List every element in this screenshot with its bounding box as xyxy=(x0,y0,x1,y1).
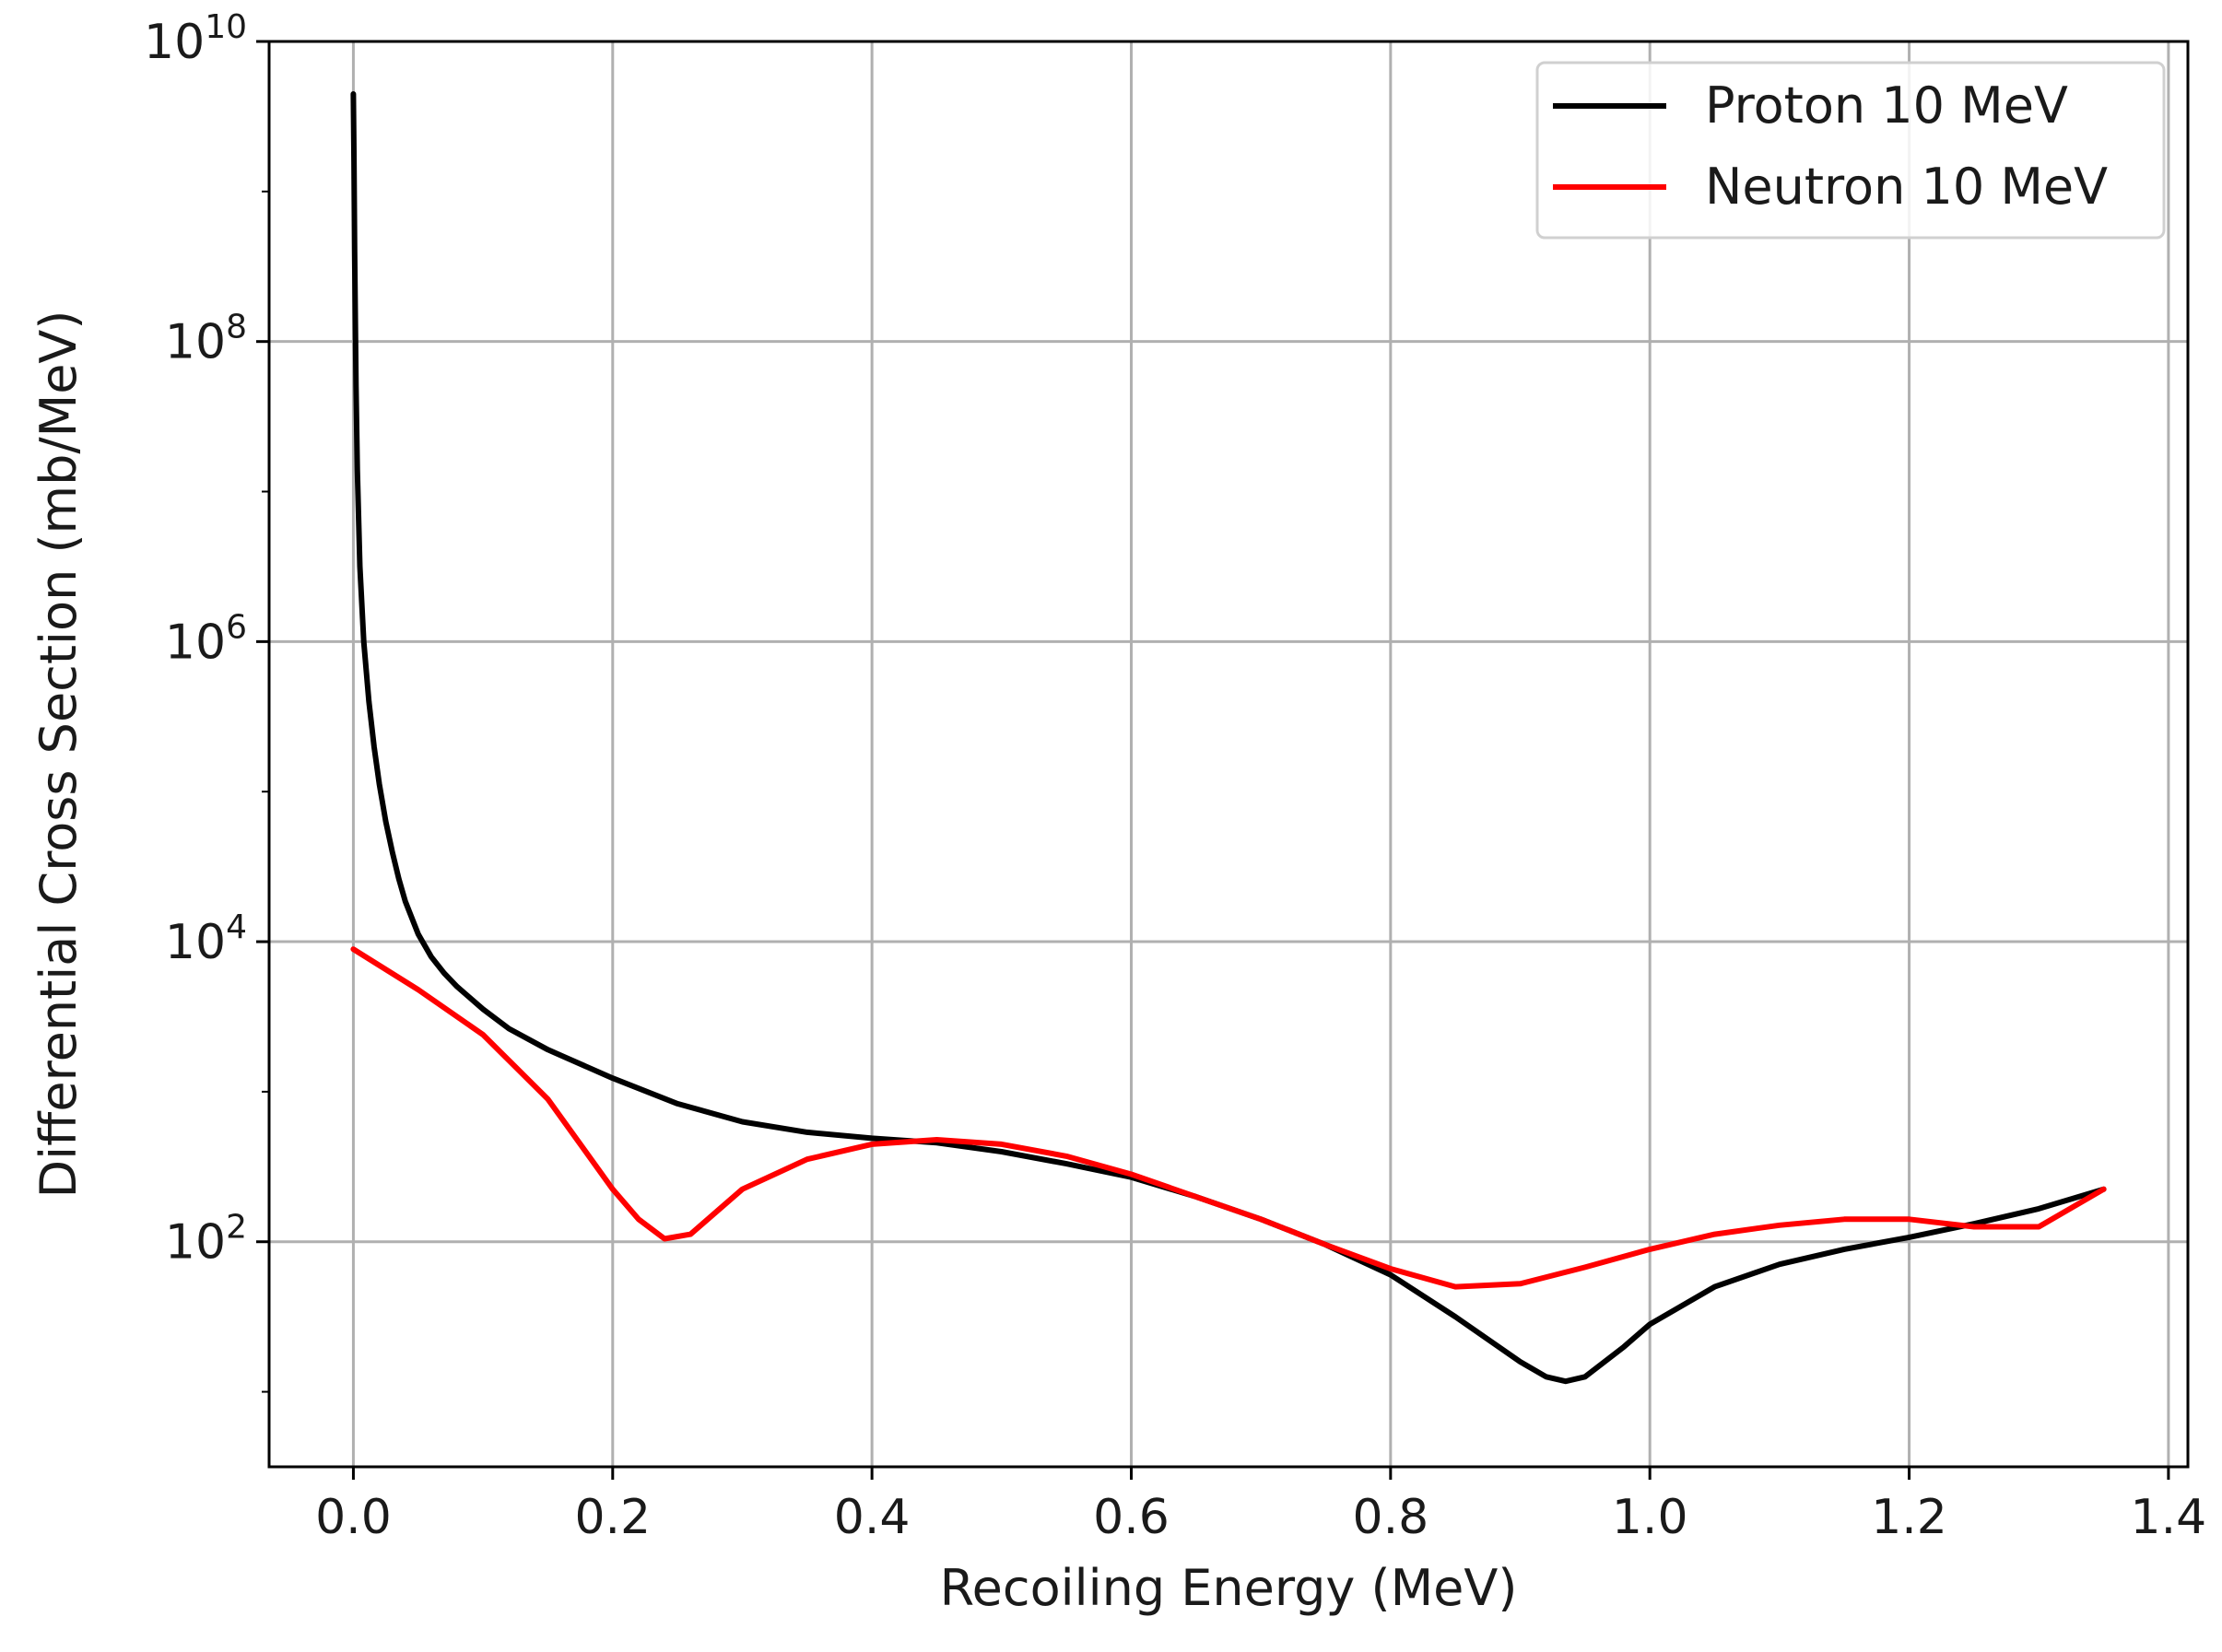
series-line-proton xyxy=(350,91,2107,1385)
legend-label-proton: Proton 10 MeV xyxy=(1705,76,2068,135)
legend: Proton 10 MeV Neutron 10 MeV xyxy=(1535,61,2166,240)
x-tick-label: 0.0 xyxy=(315,1490,392,1545)
y-tick-label: 1010 xyxy=(144,8,247,70)
y-tick-label: 104 xyxy=(165,908,247,970)
y-axis-label: Differential Cross Section (mb/MeV) xyxy=(29,310,88,1199)
x-axis: 0.0 0.2 0.4 0.6 0.8 1.0 1.2 1.4 xyxy=(315,1467,2206,1545)
y-tick-label: 108 xyxy=(165,309,247,370)
x-tick-label: 0.8 xyxy=(1352,1490,1428,1545)
y-axis: 102 104 106 108 1010 xyxy=(144,8,269,1393)
series-line-neutron xyxy=(350,946,2107,1290)
x-tick-label: 1.0 xyxy=(1612,1490,1688,1545)
x-tick-label: 1.2 xyxy=(1871,1490,1947,1545)
legend-label-neutron: Neutron 10 MeV xyxy=(1705,158,2108,216)
legend-box xyxy=(1535,61,2166,240)
y-tick-label: 106 xyxy=(165,608,247,670)
x-tick-label: 0.2 xyxy=(574,1490,651,1545)
series-layer xyxy=(350,91,2107,1385)
x-tick-label: 0.4 xyxy=(834,1490,911,1545)
y-tick-label: 102 xyxy=(165,1209,247,1271)
x-tick-label: 1.4 xyxy=(2131,1490,2207,1545)
x-tick-label: 0.6 xyxy=(1093,1490,1170,1545)
x-axis-label: Recoiling Energy (MeV) xyxy=(940,1559,1518,1617)
plot-frame xyxy=(267,40,2190,1469)
